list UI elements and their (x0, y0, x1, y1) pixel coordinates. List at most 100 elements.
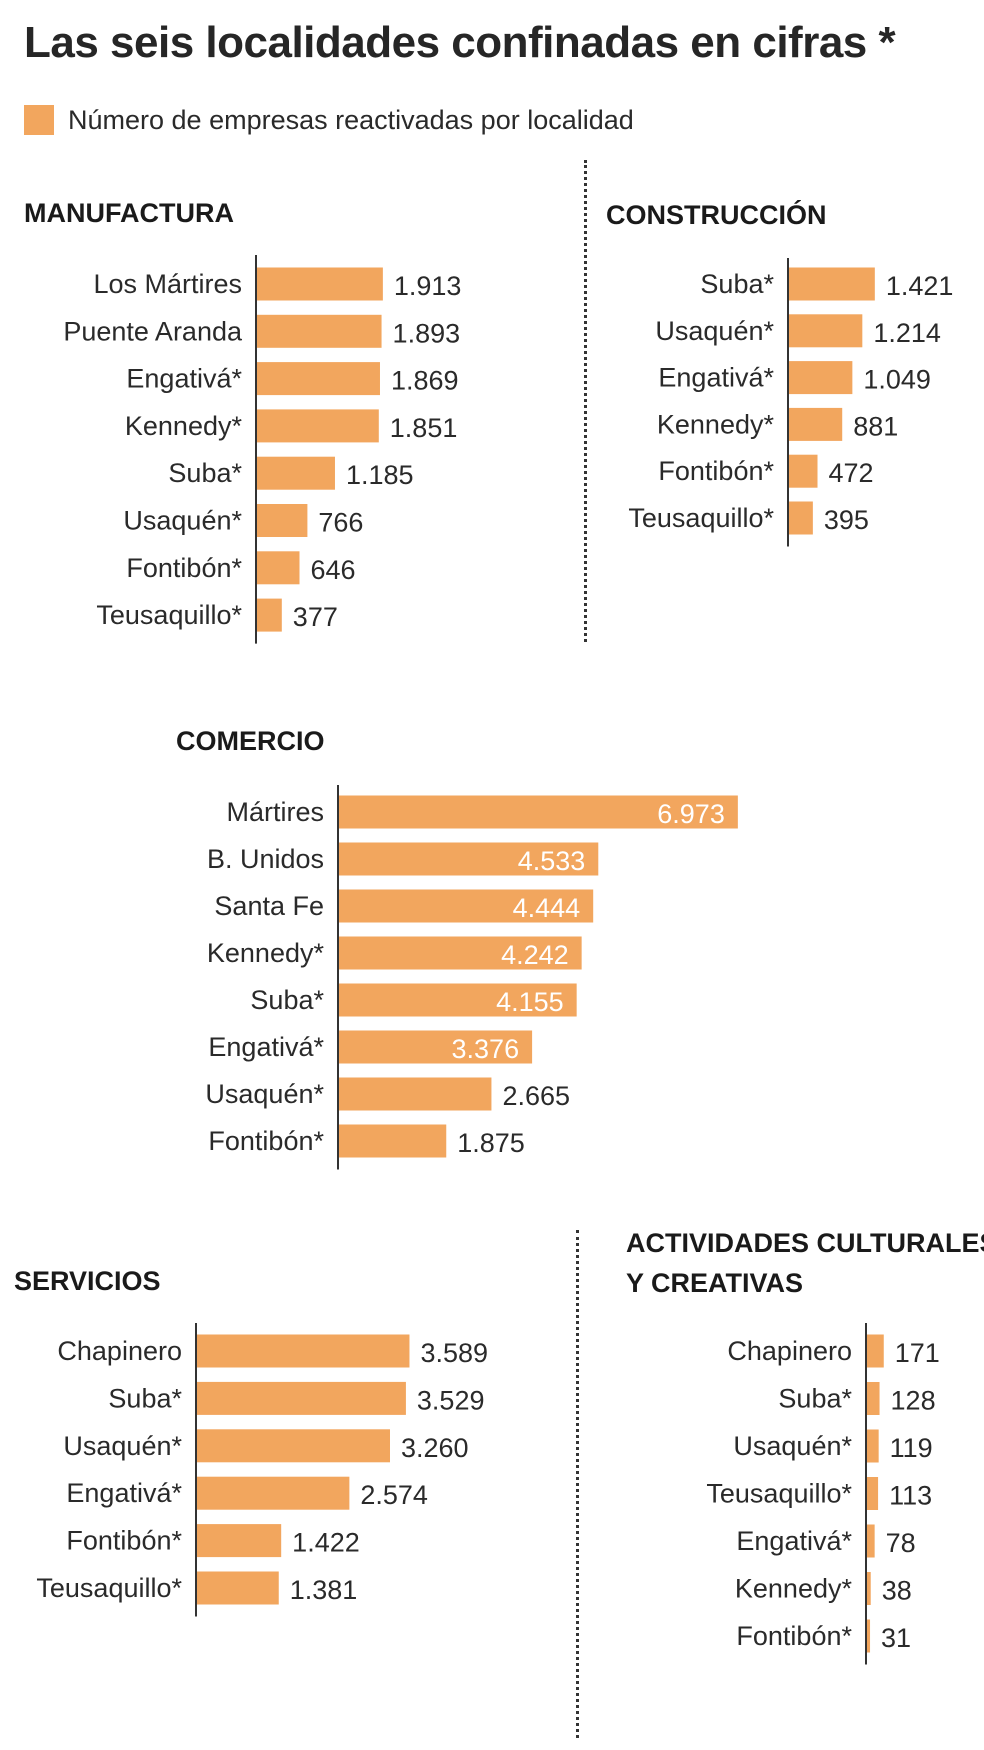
cultura-value-label: 38 (882, 1576, 912, 1606)
comercio-bar (339, 1030, 533, 1064)
comercio-value-label: 2.665 (502, 1081, 570, 1111)
comercio-category-label: Kennedy* (207, 938, 325, 968)
manufactura-value-label: 1.185 (346, 460, 414, 490)
cultura-title-line-2: Y CREATIVAS (626, 1268, 803, 1298)
construccion-value-label: 1.049 (863, 365, 931, 395)
servicios-bar (197, 1571, 279, 1605)
cultura-category-label: Teusaquillo* (706, 1479, 852, 1509)
legend-label: Número de empresas reactivadas por local… (68, 104, 634, 135)
comercio-bar (339, 842, 599, 876)
manufactura-bar (257, 267, 383, 301)
cultura-bar (867, 1334, 884, 1368)
servicios-category-label: Engativá* (66, 1478, 182, 1508)
manufactura-category-label: Usaquén* (123, 506, 242, 536)
comercio-category-label: Santa Fe (214, 891, 324, 921)
construccion-category-label: Kennedy* (657, 409, 775, 439)
servicios-category-label: Fontibón* (66, 1526, 182, 1556)
manufactura-category-label: Fontibón* (126, 553, 242, 583)
comercio-bar (339, 889, 594, 923)
construccion-title: CONSTRUCCIÓN (606, 199, 827, 230)
manufactura-category-label: Kennedy* (125, 411, 243, 441)
servicios-bar (197, 1334, 410, 1368)
manufactura-category-label: Puente Aranda (63, 316, 243, 346)
cultura-category-label: Usaquén* (733, 1431, 852, 1461)
construccion-bar (789, 314, 863, 348)
servicios-value-label: 3.260 (401, 1433, 469, 1463)
cultura-bar (867, 1524, 875, 1558)
manufactura-bar (257, 456, 335, 490)
servicios-value-label: 3.529 (417, 1385, 485, 1415)
comercio-bar (339, 936, 582, 970)
construccion-value-label: 881 (853, 411, 898, 441)
cultura-bar (867, 1619, 871, 1653)
comercio-title: COMERCIO (176, 726, 325, 756)
construccion-bar (789, 267, 875, 301)
comercio-category-label: Engativá* (208, 1032, 324, 1062)
servicios-bar (197, 1429, 390, 1463)
construccion-value-label: 395 (824, 505, 869, 535)
servicios-value-label: 1.381 (290, 1575, 358, 1605)
divider-bottom (576, 1230, 579, 1738)
manufactura-category-label: Teusaquillo* (96, 600, 242, 630)
comercio-value-label: 4.155 (496, 987, 564, 1017)
comercio-value-label: 1.875 (457, 1128, 525, 1158)
comercio-category-label: B. Unidos (207, 844, 324, 874)
construccion-bar (789, 361, 853, 395)
legend-swatch (24, 105, 54, 135)
manufactura-value-label: 646 (311, 555, 356, 585)
construccion-category-label: Fontibón* (658, 456, 774, 486)
cultura-value-label: 128 (891, 1386, 936, 1416)
comercio-value-label: 6.973 (657, 799, 725, 829)
manufactura-bar (257, 362, 380, 396)
comercio-category-label: Mártires (226, 797, 324, 827)
manufactura-value-label: 1.913 (394, 271, 462, 301)
cultura-category-label: Chapinero (727, 1336, 852, 1366)
servicios-bar (197, 1524, 282, 1558)
comercio-category-label: Suba* (250, 985, 324, 1015)
construccion-bar (789, 454, 818, 488)
manufactura-value-label: 1.851 (390, 413, 458, 443)
construccion-value-label: 1.214 (873, 318, 941, 348)
manufactura-value-label: 1.893 (393, 318, 461, 348)
construccion-category-label: Engativá* (658, 363, 774, 393)
manufactura-value-label: 766 (318, 508, 363, 538)
manufactura-category-label: Los Mártires (93, 269, 242, 299)
comercio-category-label: Usaquén* (205, 1079, 324, 1109)
cultura-category-label: Kennedy* (735, 1574, 853, 1604)
construccion-bar (789, 407, 843, 441)
cultura-category-label: Engativá* (736, 1526, 852, 1556)
comercio-value-label: 4.242 (501, 940, 569, 970)
construccion-value-label: 1.421 (886, 271, 954, 301)
manufactura-title: MANUFACTURA (24, 198, 234, 228)
construccion-category-label: Usaquén* (655, 316, 774, 346)
comercio-bar (339, 983, 577, 1017)
cultura-bar (867, 1429, 879, 1463)
cultura-category-label: Fontibón* (736, 1621, 852, 1651)
comercio-bar (339, 795, 738, 829)
construccion-category-label: Suba* (700, 269, 774, 299)
cultura-bar (867, 1382, 880, 1415)
comercio-bar (339, 1077, 492, 1111)
comercio-category-label: Fontibón* (208, 1126, 324, 1156)
divider-top (584, 160, 587, 642)
manufactura-category-label: Suba* (168, 458, 242, 488)
cultura-value-label: 78 (886, 1528, 916, 1558)
servicios-title: SERVICIOS (14, 1266, 161, 1296)
comercio-value-label: 4.533 (518, 846, 586, 876)
servicios-value-label: 1.422 (292, 1528, 360, 1558)
manufactura-bar (257, 598, 282, 632)
servicios-value-label: 2.574 (360, 1480, 428, 1510)
construccion-bar (789, 501, 813, 535)
manufactura-bar (257, 551, 300, 585)
servicios-bar (197, 1381, 406, 1415)
construccion-value-label: 472 (829, 458, 874, 488)
cultura-title-line-1: ACTIVIDADES CULTURALES (626, 1228, 984, 1258)
cultura-value-label: 113 (889, 1481, 932, 1511)
manufactura-bar (257, 314, 382, 348)
comercio-value-label: 4.444 (513, 893, 581, 923)
manufactura-value-label: 377 (293, 602, 338, 632)
manufactura-bar (257, 504, 308, 537)
servicios-category-label: Suba* (108, 1383, 182, 1413)
manufactura-category-label: Engativá* (126, 364, 242, 394)
